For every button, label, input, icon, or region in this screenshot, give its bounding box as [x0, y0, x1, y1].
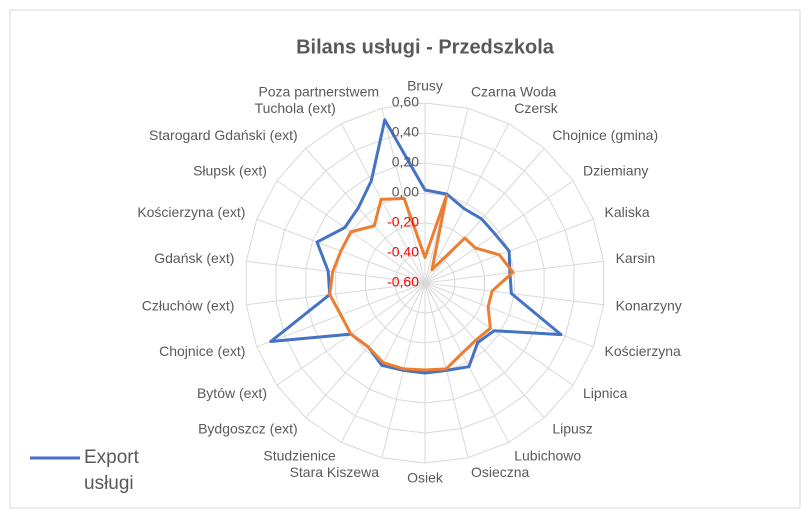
category-label: Chojnice (ext) — [159, 343, 245, 359]
spoke — [424, 282, 604, 306]
spoke — [246, 282, 426, 306]
spoke — [305, 147, 426, 284]
category-label: Lipnica — [583, 385, 628, 401]
spoke — [381, 108, 426, 284]
category-label: Czarna Woda — [471, 83, 557, 99]
spoke — [424, 282, 594, 348]
category-label: Poza partnerstwem — [258, 83, 379, 99]
y-tick-label: 0,60 — [392, 94, 419, 110]
category-label: Karsin — [616, 250, 656, 266]
category-label: Czersk — [514, 100, 559, 116]
category-label: Konarzyny — [616, 297, 682, 313]
category-label: Studzienice — [263, 447, 336, 463]
category-label: Chojnice (gmina) — [552, 127, 658, 143]
category-label: Dziemiany — [583, 162, 648, 178]
category-label: Starogard Gdański (ext) — [149, 127, 298, 143]
category-label: Stara Kiszewa — [290, 464, 380, 480]
spoke — [424, 282, 574, 386]
category-label: Słupsk (ext) — [193, 162, 267, 178]
category-label: Gdańsk (ext) — [154, 250, 234, 266]
spoke — [424, 282, 510, 443]
category-label: Bytów (ext) — [197, 385, 267, 401]
series-line — [269, 118, 563, 375]
spoke — [424, 180, 574, 284]
y-tick-label: -0,20 — [387, 214, 419, 230]
category-label: Osieczna — [471, 464, 530, 480]
category-label: Tuchola (ext) — [255, 100, 336, 116]
category-label: Bydgoszcz (ext) — [198, 420, 298, 436]
category-label: Brusy — [407, 78, 443, 94]
chart-border — [9, 9, 801, 509]
spoke — [246, 260, 426, 284]
series-line — [328, 194, 515, 372]
legend-label: Export usługi — [84, 447, 139, 494]
y-tick-label: -0,60 — [387, 274, 419, 290]
y-tick-label: 0,00 — [392, 184, 419, 200]
spoke — [424, 147, 545, 284]
spoke — [424, 123, 510, 284]
category-label: Kościerzyna (ext) — [137, 204, 245, 220]
category-label: Lubichowo — [514, 447, 581, 463]
y-tick-label: -0,40 — [387, 244, 419, 260]
category-label: Kaliska — [605, 204, 650, 220]
category-label: Człuchów (ext) — [142, 297, 235, 313]
y-tick-label: 0,20 — [392, 154, 419, 170]
spoke — [424, 282, 545, 419]
chart-title: Bilans usługi - Przedszkola — [296, 36, 555, 58]
category-label: Osiek — [407, 470, 444, 486]
spoke — [305, 282, 426, 419]
category-label: Lipusz — [552, 420, 592, 436]
y-tick-label: 0,40 — [392, 124, 419, 140]
spoke — [340, 123, 426, 284]
category-label: Kościerzyna — [605, 343, 681, 359]
